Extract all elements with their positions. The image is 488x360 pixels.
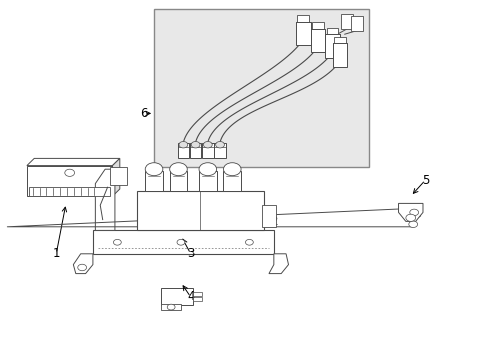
Polygon shape: [95, 169, 122, 230]
Bar: [311, 22, 323, 29]
Circle shape: [113, 239, 121, 245]
Circle shape: [405, 214, 415, 221]
Circle shape: [409, 209, 418, 216]
Polygon shape: [403, 209, 420, 221]
Text: 4: 4: [186, 291, 194, 303]
Circle shape: [169, 163, 187, 176]
Bar: [295, 22, 310, 45]
Circle shape: [179, 141, 187, 148]
Bar: [177, 143, 189, 158]
Bar: [193, 297, 202, 301]
Polygon shape: [268, 254, 288, 274]
Circle shape: [191, 141, 200, 148]
Bar: [27, 166, 112, 196]
Bar: [189, 143, 201, 158]
Bar: [169, 171, 187, 191]
Text: 3: 3: [186, 247, 194, 260]
Circle shape: [215, 141, 224, 148]
Bar: [325, 34, 339, 58]
Circle shape: [203, 141, 212, 148]
Bar: [326, 28, 338, 34]
Bar: [154, 9, 368, 167]
Bar: [110, 167, 127, 185]
Bar: [145, 171, 163, 191]
Polygon shape: [112, 158, 120, 196]
Bar: [202, 143, 213, 158]
Bar: [29, 187, 110, 196]
Bar: [297, 15, 308, 22]
Circle shape: [408, 221, 417, 228]
Circle shape: [245, 239, 253, 245]
Bar: [137, 191, 264, 230]
Bar: [161, 304, 181, 310]
Bar: [93, 230, 273, 254]
Circle shape: [199, 163, 216, 176]
Circle shape: [64, 169, 74, 176]
Bar: [332, 43, 346, 67]
Polygon shape: [27, 158, 120, 166]
Bar: [350, 16, 362, 31]
Circle shape: [78, 264, 86, 271]
Circle shape: [177, 239, 184, 245]
Bar: [214, 143, 225, 158]
Bar: [199, 171, 216, 191]
Bar: [333, 37, 345, 43]
Text: 1: 1: [52, 247, 60, 260]
Circle shape: [145, 163, 163, 176]
Circle shape: [223, 163, 241, 176]
Text: 2: 2: [269, 215, 277, 228]
Bar: [341, 14, 352, 29]
Bar: [161, 288, 193, 305]
Text: 5: 5: [421, 174, 428, 186]
Text: 6: 6: [140, 107, 148, 120]
Circle shape: [167, 304, 175, 310]
Polygon shape: [73, 254, 93, 274]
Bar: [223, 171, 241, 191]
Bar: [193, 292, 202, 296]
Bar: [261, 205, 276, 227]
Polygon shape: [398, 203, 422, 221]
Bar: [310, 29, 325, 52]
